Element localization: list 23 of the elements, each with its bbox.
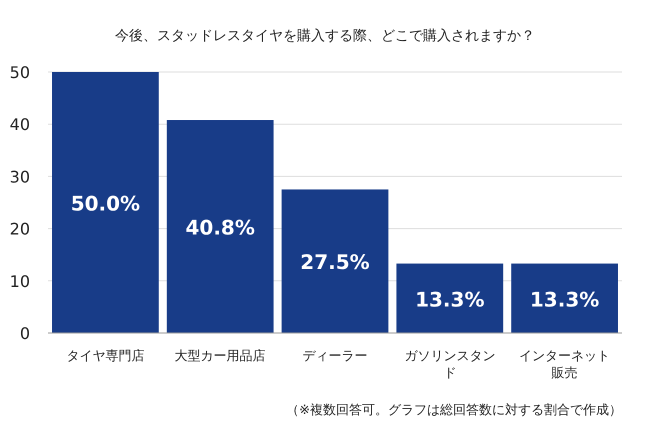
x-tick-label: ディーラー [302, 349, 368, 364]
x-tick-label: 大型カー用品店 [174, 348, 266, 364]
data-label: 27.5% [300, 250, 370, 274]
bar [52, 72, 159, 333]
data-label: 13.3% [530, 287, 600, 312]
x-tick-label: ガソリンスタンド [404, 349, 496, 381]
y-tick-label: 30 [10, 167, 30, 186]
data-label: 13.3% [415, 287, 484, 312]
bar [511, 264, 618, 333]
x-tick-label: タイヤ専門店 [66, 348, 144, 364]
y-tick-label: 50 [10, 63, 30, 82]
chart-title: 今後、スタッドレスタイヤを購入する際、どこで購入されますか？ [115, 28, 535, 44]
bar [396, 264, 504, 333]
x-tick-label: インターネット販売 [519, 349, 610, 381]
y-tick-label: 40 [10, 115, 30, 134]
bar [282, 189, 388, 333]
bar [166, 120, 274, 333]
y-tick-label: 20 [10, 220, 30, 239]
text: （※複数回答可。グラフは総回答数に対する割合で作成） [286, 402, 622, 418]
y-tick-label: 10 [10, 272, 30, 291]
y-tick-label: 0 [20, 324, 30, 343]
data-label: 40.8% [186, 216, 255, 240]
data-label: 50.0% [70, 192, 140, 216]
